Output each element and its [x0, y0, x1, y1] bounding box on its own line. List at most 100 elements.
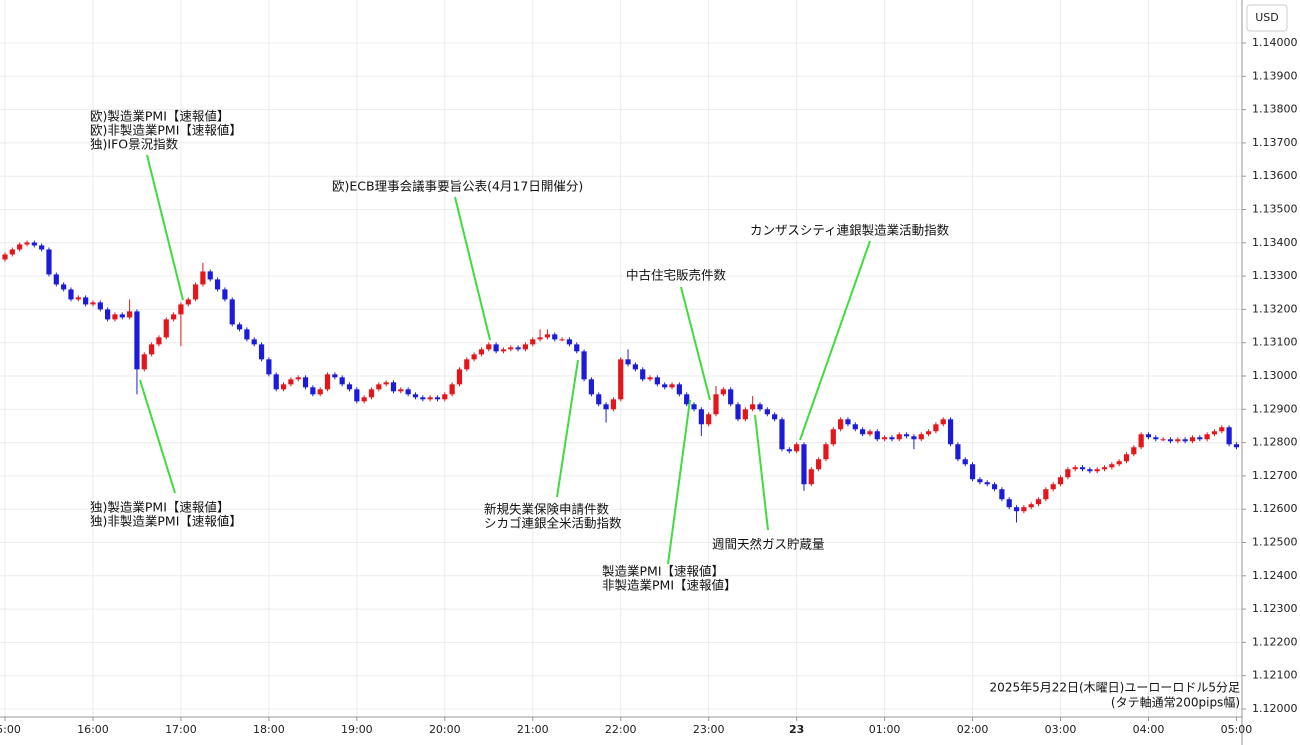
candle-body: [515, 347, 521, 350]
candle-body: [1021, 507, 1027, 512]
candle-body: [662, 384, 668, 388]
candle-body: [97, 302, 103, 310]
candle-body: [1233, 444, 1240, 448]
candle-body: [405, 389, 411, 395]
candle-body: [500, 349, 507, 352]
candle-body: [90, 302, 96, 305]
candle-body: [17, 244, 23, 250]
candle-body: [1094, 469, 1100, 472]
candle-body: [1109, 464, 1115, 468]
y-tick-label: 1.13300: [1252, 269, 1298, 282]
candle-body: [75, 297, 81, 300]
candle-body: [867, 431, 873, 435]
candles: [2, 240, 1240, 523]
candle-body: [823, 444, 829, 460]
candle-body: [214, 279, 221, 290]
candle-body: [1035, 499, 1042, 505]
candle-body: [1167, 439, 1174, 442]
y-tick-label: 1.12300: [1252, 602, 1298, 615]
candle-body: [552, 334, 558, 340]
candle-body: [222, 289, 228, 300]
candle-body: [618, 359, 624, 400]
x-tick-label: 05:00: [1221, 723, 1253, 736]
candle-body: [713, 394, 719, 415]
candle-body: [654, 377, 660, 385]
candle-body: [390, 382, 397, 392]
candle-body: [236, 324, 243, 330]
candle-body: [1050, 484, 1056, 490]
candle-body: [273, 374, 279, 390]
candle-body: [332, 374, 338, 378]
candle-body: [478, 349, 485, 355]
candle-body: [1028, 504, 1034, 508]
candle-body: [156, 337, 162, 345]
chart-note: 2025年5月22日(木曜日)ユーローロドル5分足: [990, 681, 1240, 695]
candle-body: [149, 344, 155, 355]
y-tick-label: 1.13400: [1252, 236, 1298, 249]
candle-body: [684, 394, 690, 405]
candle-body: [112, 314, 118, 320]
candle-body: [947, 419, 954, 445]
candle-body: [889, 437, 895, 440]
candle-body: [581, 351, 587, 380]
y-tick-label: 1.13600: [1252, 169, 1298, 182]
candle-body: [1204, 434, 1210, 440]
candle-body: [530, 339, 536, 345]
candle-body: [962, 459, 968, 465]
candle-body: [1123, 454, 1130, 462]
candle-body: [669, 384, 675, 388]
candle-body: [610, 399, 616, 410]
candle-body: [625, 359, 631, 365]
x-tick-label: 03:00: [1045, 723, 1077, 736]
annotation-text: 独)非製造業PMI【速報値】: [90, 514, 242, 529]
x-tick-label: 23: [789, 723, 804, 736]
candle-body: [977, 479, 983, 483]
candle-body: [2, 254, 8, 260]
candle-body: [24, 242, 30, 245]
currency-box: [1246, 4, 1288, 32]
candle-body: [955, 444, 961, 460]
annotation-text: カンザスシティ連銀製造業活動指数: [750, 223, 950, 238]
x-tick-label: 23:00: [693, 723, 725, 736]
candle-body: [991, 484, 998, 490]
candle-body: [163, 319, 169, 338]
y-tick-label: 1.13100: [1252, 336, 1298, 349]
candle-body: [1057, 477, 1064, 485]
candle-body: [83, 297, 89, 305]
candle-body: [251, 339, 257, 345]
candle-body: [310, 387, 316, 395]
annotation-text: 製造業PMI【速報値】: [602, 564, 724, 579]
candle-body: [266, 359, 272, 375]
candle-body: [940, 419, 946, 425]
annotation-text: 欧)非製造業PMI【速報値】: [90, 123, 242, 138]
candle-body: [354, 389, 360, 402]
candle-body: [544, 334, 551, 338]
annotations: 欧)製造業PMI【速報値】欧)非製造業PMI【速報値】独)IFO景況指数欧)EC…: [90, 109, 950, 593]
y-tick-label: 1.13500: [1252, 203, 1298, 216]
annotation-connector: [754, 414, 769, 531]
candle-body: [1072, 467, 1078, 470]
candle-body: [728, 389, 734, 405]
candle-body: [464, 359, 470, 370]
x-tick-label: 01:00: [869, 723, 901, 736]
candle-body: [442, 394, 448, 400]
candle-body: [1065, 469, 1071, 478]
candle-body: [1219, 427, 1225, 432]
y-tick-label: 1.12400: [1252, 569, 1298, 582]
candle-body: [735, 404, 741, 420]
y-tick-label: 1.14000: [1252, 36, 1298, 49]
candle-body: [302, 377, 309, 388]
annotation-connector: [146, 154, 184, 301]
x-tick-label: 02:00: [957, 723, 989, 736]
candle-body: [1226, 427, 1232, 445]
candle-body: [845, 419, 851, 425]
candle-body: [1006, 499, 1012, 508]
y-tick-label: 1.13800: [1252, 103, 1298, 116]
candle-body: [368, 389, 375, 398]
candle-body: [127, 311, 133, 318]
candle-body: [39, 245, 45, 250]
candle-body: [361, 397, 367, 402]
candle-body: [808, 469, 814, 485]
y-tick-label: 1.13200: [1252, 302, 1298, 315]
